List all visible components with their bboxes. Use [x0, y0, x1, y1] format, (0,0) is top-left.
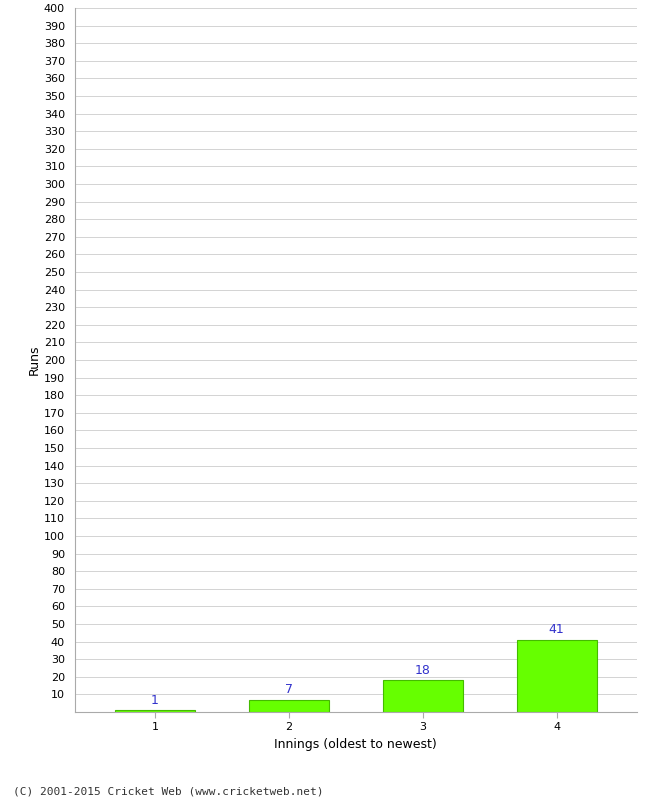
Y-axis label: Runs: Runs	[28, 345, 41, 375]
X-axis label: Innings (oldest to newest): Innings (oldest to newest)	[274, 738, 437, 751]
Text: (C) 2001-2015 Cricket Web (www.cricketweb.net): (C) 2001-2015 Cricket Web (www.cricketwe…	[13, 786, 324, 796]
Bar	[249, 700, 329, 712]
Bar	[517, 640, 597, 712]
Bar	[115, 710, 195, 712]
Text: 41: 41	[549, 623, 565, 636]
Bar	[383, 680, 463, 712]
Text: 1: 1	[151, 694, 159, 706]
Text: 18: 18	[415, 664, 431, 677]
Text: 7: 7	[285, 683, 293, 696]
